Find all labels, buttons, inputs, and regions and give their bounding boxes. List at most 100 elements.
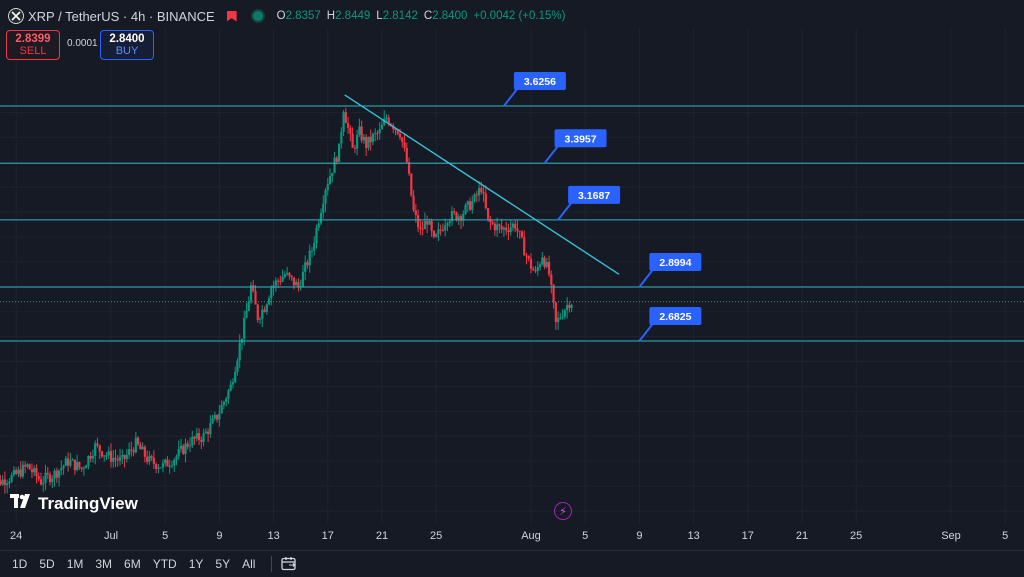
candle [331,172,334,183]
candle-body [274,280,277,286]
timeframe-6m[interactable]: 6M [124,557,141,571]
sell-price: 2.8399 [15,33,51,45]
candle [3,471,6,494]
candle-body [317,223,320,228]
candle [453,208,456,216]
candle-body [191,436,194,446]
candle-body [200,440,203,442]
timeframe-1m[interactable]: 1M [66,557,84,571]
candle-body [114,457,117,460]
candle [270,285,273,306]
candle-body [57,470,61,478]
candle [229,380,232,392]
xrp-logo-icon [8,8,24,24]
buy-button[interactable]: 2.8400 BUY [100,30,154,60]
candle [500,218,503,234]
sell-button[interactable]: 2.8399 SELL [6,30,60,60]
candle-body [132,450,135,453]
tradingview-logo[interactable]: TradingView [10,493,138,514]
timeframe-all[interactable]: All [242,557,256,571]
candle-body [414,210,417,216]
candle [328,168,332,185]
candle-body [121,455,124,457]
timeframe-3m[interactable]: 3M [95,557,113,571]
candle-body [484,193,487,209]
candle-body [473,194,476,202]
candle [444,218,447,237]
candle [317,219,320,231]
timeframe-1y[interactable]: 1Y [188,557,204,571]
candle [267,295,271,306]
candle-body [335,157,338,162]
candle [432,230,436,239]
candle-body [209,423,212,435]
candle-body [263,309,266,312]
level-label-pointer [503,87,519,107]
candle [541,252,544,266]
candle-body [164,459,167,464]
candle-body [35,468,38,477]
candle-body [552,284,555,303]
candle-body [403,142,406,149]
candle-body [123,455,126,460]
candle [482,186,485,202]
flag-icon[interactable] [226,10,237,22]
candle [159,467,162,469]
candle-body [118,456,122,461]
candle-body [556,317,560,323]
candle [505,221,508,236]
candle-body [446,223,449,226]
candle [21,460,25,479]
candle-body [82,468,86,470]
candle-body [416,215,420,228]
candle-body [423,221,426,230]
candle-body [525,255,528,257]
candle [371,132,375,146]
candle [446,221,449,232]
candle-body [73,459,76,471]
candle [349,125,352,142]
ohlc-low-value: 2.8142 [382,10,418,22]
ohlc-readout: O2.8357 H2.8449 L2.8142 C2.8400 +0.0042 … [277,10,566,22]
candle [430,218,433,237]
candle-body [349,127,352,134]
candle [112,450,115,468]
candle-body [19,469,22,477]
candle-body [33,468,36,473]
candle-body [410,173,413,196]
candle-body [324,190,327,204]
candle [496,217,499,237]
candle [87,455,90,470]
calendar-range-icon[interactable] [280,555,298,573]
candle [435,232,438,238]
candle [374,128,377,142]
symbol-title[interactable]: XRP / TetherUS · 4h · BINANCE [28,8,215,24]
candle [197,428,201,445]
market-status-icon[interactable] [250,9,265,23]
candle [69,452,72,468]
timeframe-5d[interactable]: 5D [39,557,55,571]
candle-body [405,148,408,163]
candle [301,265,305,288]
candle-body [514,223,517,229]
ohlc-open-key: O [276,10,286,22]
candle-body [306,262,309,266]
candle-body [80,467,83,469]
candle-body [480,188,483,193]
candle-body [12,470,16,475]
candle-body [69,460,72,466]
candle [556,311,560,331]
candle-body [186,443,189,447]
timeframe-5y[interactable]: 5Y [215,557,231,571]
candle-body [179,445,183,449]
lightning-alert-icon[interactable]: ⚡ [554,502,572,520]
candle [206,428,210,443]
timeframe-ytd[interactable]: YTD [152,557,177,571]
candle-body [371,134,375,143]
candle-body [62,465,65,469]
candle [532,266,535,271]
timeframe-1d[interactable]: 1D [12,557,28,571]
candle [509,220,512,236]
candle [423,212,426,230]
